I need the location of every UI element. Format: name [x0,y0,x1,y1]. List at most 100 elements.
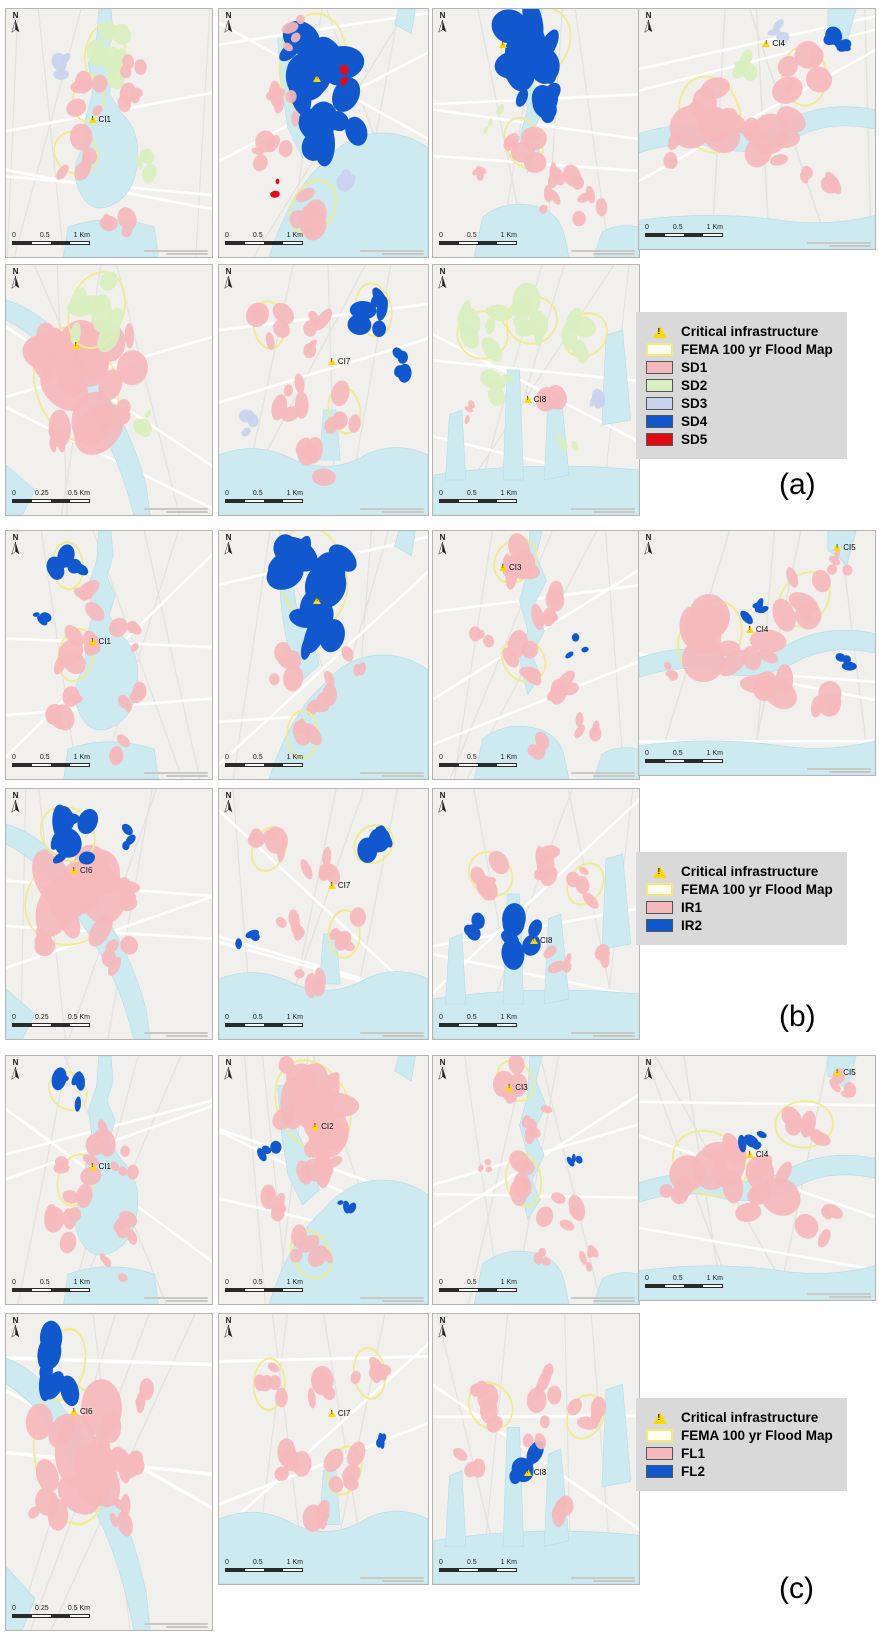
scale-bar: 0 0.5 1 Km [439,490,517,503]
map-image-b5 [6,789,212,1039]
legend-label: FL1 [681,1446,706,1461]
scale-bar-line [12,763,90,767]
north-needle-icon [224,800,233,813]
north-label: N [645,11,652,20]
scale-bar-line [225,763,303,767]
scale-bar: 0 0.5 1 Km [439,1559,517,1572]
legend-label: FEMA 100 yr Flood Map [681,342,833,357]
scale-bar-line [439,763,517,767]
map-image-a2 [219,9,428,257]
scale-labels: 0 0.5 1 Km [12,232,90,240]
ci-label: CI1 [98,637,111,647]
scale-labels: 0 0.25 0.5 Km [12,1605,90,1613]
ci-label: CI6 [79,1407,93,1417]
legend-swatch-FL2 [646,1465,673,1478]
legend-item: Critical infrastructure [646,324,833,339]
scale-bar-line [645,1284,723,1288]
legend-label: SD3 [681,396,708,411]
scale-labels: 0 0.5 1 Km [225,1014,303,1022]
ci-marker: CI4 [762,39,785,48]
legend-warning-wrap [646,325,673,338]
ci-marker: CI2 [311,1122,334,1131]
critical-infrastructure-icon [745,626,754,634]
scale-label: 0.5 [39,1279,50,1287]
legend-swatch-IR2 [646,919,673,932]
critical-infrastructure-icon [72,342,81,349]
critical-infrastructure-icon [88,116,97,124]
scale-bar: 0 0.5 1 Km [225,1014,303,1027]
map-image-b4 [639,531,875,775]
north-needle-icon [438,276,447,289]
scale-bar-line [645,759,723,763]
legend-item: IR1 [646,900,833,915]
map-panel-b7: N CI8 0 0.5 1 Km [432,788,640,1040]
scale-bar: 0 0.5 1 Km [225,1559,303,1572]
ci-marker: CI6 [69,1407,93,1417]
legend-item: SD2 [646,378,833,393]
map-panel-a5: N 0 0.25 0.5 Km [5,264,213,516]
scale-label: 0 [439,754,443,762]
north-arrow: N [224,534,233,555]
scale-labels: 0 0.5 1 Km [439,754,517,762]
scale-labels: 0 0.5 1 Km [12,1279,90,1287]
ci-label: CI1 [98,1162,111,1172]
north-needle-icon [11,1325,20,1338]
map-attribution [571,250,635,255]
critical-infrastructure-icon [499,40,508,48]
scale-bar: 0 0.5 1 Km [645,750,723,763]
ci-marker [313,75,322,83]
section-caption-b: (b) [779,1000,816,1033]
north-needle-icon [644,1067,653,1080]
scale-label: 0 [645,1275,649,1283]
critical-infrastructure-icon [313,597,322,605]
scale-label: 0.5 [672,1275,683,1283]
legend-item: FEMA 100 yr Flood Map [646,882,833,897]
critical-infrastructure-icon [327,1409,336,1417]
ci-label: CI7 [337,881,351,890]
scale-bar-line [439,1288,517,1292]
north-arrow: N [11,12,20,33]
scale-bar-line [439,499,517,503]
legend-item: Critical infrastructure [646,864,833,879]
scale-label: 0 [439,232,443,240]
scale-labels: 0 0.5 1 Km [225,1279,303,1287]
legend-label: Critical infrastructure [681,324,819,339]
map-attribution [571,508,635,513]
map-attribution [571,1577,635,1582]
north-label: N [225,791,232,800]
north-label: N [439,11,446,20]
scale-labels: 0 0.5 1 Km [645,224,723,232]
map-panel-a1: N CI1 0 0.5 1 Km [5,8,213,258]
critical-infrastructure-icon [69,1408,78,1416]
north-label: N [645,533,652,542]
scale-label: 0.5 [252,232,263,240]
scale-bar-line [439,1023,517,1027]
scale-label: 0 [225,490,229,498]
map-image-a5 [6,265,212,515]
legend-a: Critical infrastructure FEMA 100 yr Flood… [636,312,847,459]
scale-label: 0.5 [466,754,477,762]
ci-marker: CI8 [523,1468,546,1477]
map-panel-b5: N CI6 0 0.25 0.5 Km [5,788,213,1040]
fema-outline-swatch [646,343,673,356]
legend-label: FL2 [681,1464,706,1479]
scale-label: 0.5 [39,754,50,762]
legend-item: Critical infrastructure [646,1410,833,1425]
scale-labels: 0 0.5 1 Km [225,754,303,762]
ci-marker: CI1 [88,115,111,124]
fema-outline-swatch [646,1429,673,1442]
north-needle-icon [438,1325,447,1338]
ci-marker: CI3 [505,1083,528,1092]
north-label: N [225,267,232,276]
north-arrow: N [11,268,20,289]
scale-bar-line [12,241,90,245]
north-label: N [439,1058,446,1067]
scale-label: 0.5 [252,1014,263,1022]
north-arrow: N [438,1317,447,1338]
map-attribution [571,772,635,777]
north-arrow: N [224,1059,233,1080]
north-label: N [12,11,19,20]
map-image-c1 [6,1056,212,1304]
north-arrow: N [11,1317,20,1338]
legend-label: SD2 [681,378,708,393]
